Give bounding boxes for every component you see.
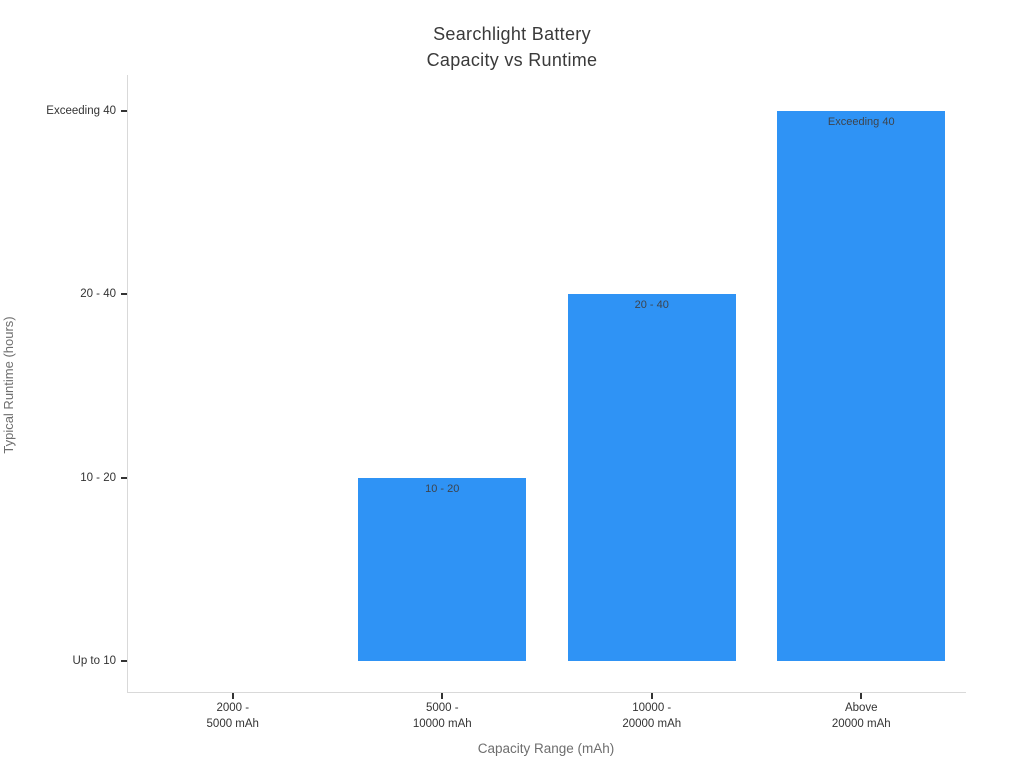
x-tick-mark — [441, 693, 444, 699]
chart-title: Searchlight Battery Capacity vs Runtime — [0, 21, 1024, 73]
x-axis-title: Capacity Range (mAh) — [477, 741, 615, 756]
x-tick-label-line1: 2000 - — [216, 702, 250, 714]
y-tick-label: 10 - 20 — [80, 471, 116, 484]
x-tick-label-line2: 10000 mAh — [412, 718, 472, 730]
x-tick-label: 2000 - 5000 mAh — [207, 700, 259, 732]
y-tick-mark — [121, 109, 127, 112]
x-tick-label: Above 20000 mAh — [832, 700, 891, 732]
bar-value-label: 20 - 40 — [634, 299, 669, 311]
x-tick-label: 5000 - 10000 mAh — [413, 700, 472, 732]
x-tick-label-line1: 10000 - — [632, 702, 672, 714]
chart-title-line1: Searchlight Battery — [433, 24, 591, 44]
y-tick-mark — [121, 476, 127, 479]
chart-title-line2: Capacity vs Runtime — [426, 50, 598, 70]
x-tick-mark — [860, 693, 863, 699]
bar-3: Exceeding 40 — [777, 110, 946, 661]
plot-area: Up to 10 10 - 20 20 - 40 Exceeding 40 2000 -… — [46, 75, 966, 730]
x-tick-label: 10000 - 20000 mAh — [622, 700, 681, 732]
y-tick-label: 20 - 40 — [80, 288, 116, 300]
x-tick-mark — [231, 693, 234, 699]
x-tick-label-line2: 5000 mAh — [206, 718, 259, 730]
bar-2: 20 - 40 — [567, 294, 736, 661]
x-tick-label-line2: 20000 mAh — [622, 718, 682, 730]
x-tick-label-line2: 20000 mAh — [831, 718, 891, 730]
y-tick-mark — [121, 293, 127, 295]
bar-value-label: Exceeding 40 — [827, 115, 895, 128]
y-tick-mark — [121, 660, 127, 662]
y-tick-label: Up to 10 — [72, 655, 116, 667]
x-tick-label-line1: Above — [844, 702, 878, 714]
bar-1: 10 - 20 — [358, 477, 527, 661]
x-tick-mark — [650, 693, 653, 699]
bar-value-label: 10 - 20 — [425, 482, 460, 495]
y-tick-label: Exceeding 40 — [46, 104, 116, 117]
x-tick-label-line1: 5000 - — [425, 702, 459, 714]
y-axis-title: Typical Runtime (hours) — [1, 316, 16, 454]
